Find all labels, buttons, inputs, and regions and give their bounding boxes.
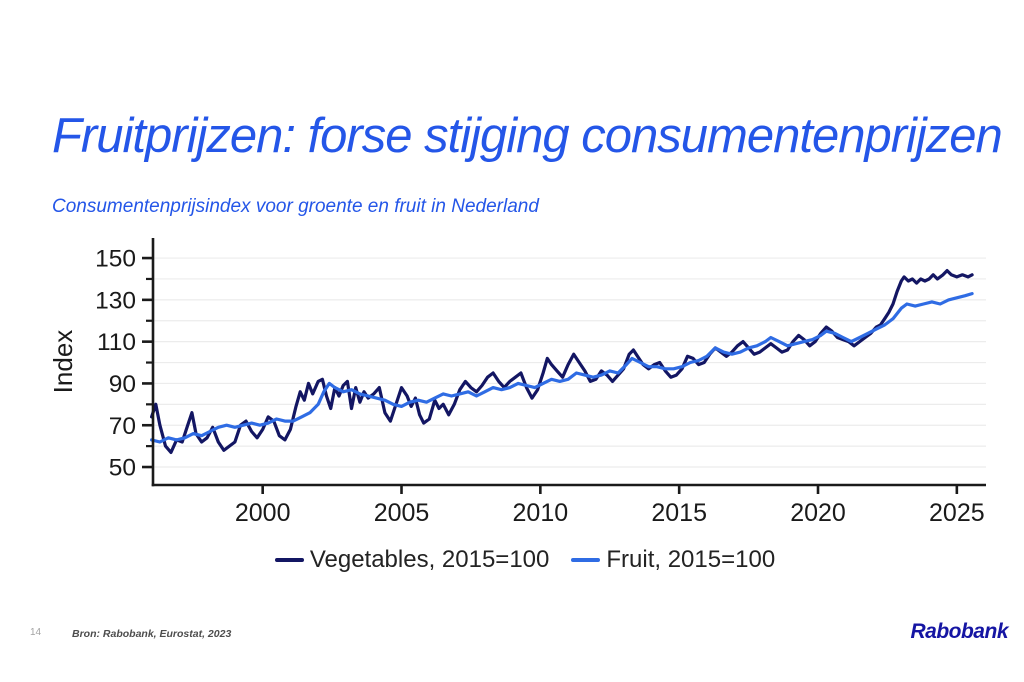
chart-subtitle: Consumentenprijsindex voor groente en fr… [52, 196, 539, 217]
y-tick-label: 150 [95, 246, 136, 273]
y-tick-label: 70 [109, 413, 136, 440]
x-tick-label: 2015 [651, 499, 707, 527]
x-tick-label: 2025 [929, 499, 985, 527]
page-number: 14 [30, 627, 42, 638]
legend-item-vegetables: Vegetables, 2015=100 [274, 546, 550, 574]
x-tick-label: 2005 [374, 499, 430, 527]
y-tick-label: 130 [95, 287, 136, 314]
y-tick-label: 90 [109, 371, 136, 398]
page-title: Fruitprijzen: forse stijging consumenten… [52, 109, 1003, 163]
y-tick-label: 50 [109, 455, 136, 482]
x-tick-label: 2010 [513, 499, 569, 527]
fruit-line-swatch [571, 558, 601, 562]
fruit-series-line [150, 292, 974, 444]
vegetables-line-swatch [274, 558, 304, 562]
vegetables-series-line [150, 269, 974, 454]
rabobank-logo: Rabobank [910, 620, 1008, 643]
source-note: Bron: Rabobank, Eurostat, 2023 [72, 628, 232, 640]
legend-item-fruit: Fruit, 2015=100 [571, 546, 775, 574]
x-tick-label: 2000 [235, 499, 291, 527]
x-tick-label: 2020 [790, 499, 846, 527]
chart-legend: Vegetables, 2015=100 Fruit, 2015=100 [130, 546, 920, 574]
y-tick-label: 110 [97, 329, 136, 356]
y-axis-title: Index [48, 330, 78, 394]
legend-label-vegetables: Vegetables, 2015=100 [309, 546, 550, 573]
legend-label-fruit: Fruit, 2015=100 [606, 546, 776, 573]
